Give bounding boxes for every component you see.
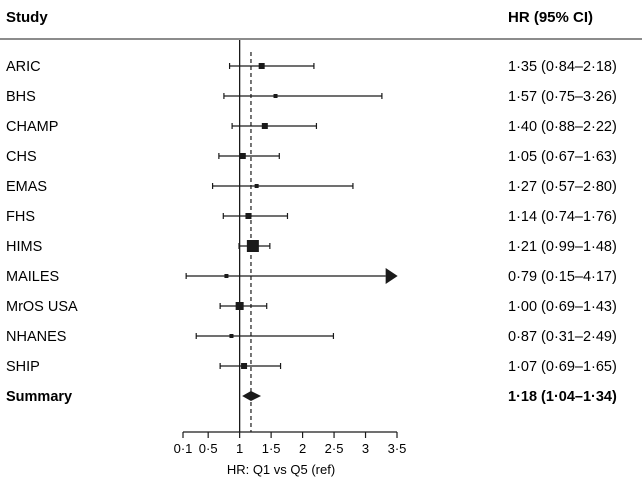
study-name: HIMS <box>6 239 42 255</box>
study-hr-value: 1·14 (0·74–1·76) <box>508 209 617 225</box>
summary-hr-value: 1·18 (1·04–1·34) <box>508 389 617 405</box>
study-name: MAILES <box>6 269 59 285</box>
study-name: BHS <box>6 89 36 105</box>
study-column-header: Study <box>6 9 48 26</box>
point-estimate-square <box>241 363 248 369</box>
point-estimate-square <box>258 63 265 69</box>
study-hr-value: 1·35 (0·84–2·18) <box>508 59 617 75</box>
study-hr-value: 1·00 (0·69–1·43) <box>508 299 617 315</box>
point-estimate-square <box>245 213 252 219</box>
study-hr-value: 1·07 (0·69–1·65) <box>508 359 617 375</box>
study-name: CHS <box>6 149 37 165</box>
point-estimate-square <box>229 334 234 338</box>
summary-name: Summary <box>6 389 72 405</box>
study-rows: ARIC 1·35 (0·84–2·18) BHS 1·57 (0·75–3·26) C… <box>6 59 617 405</box>
study-hr-value: 1·57 (0·75–3·26) <box>508 89 617 105</box>
study-name: CHAMP <box>6 119 58 135</box>
study-name: MrOS USA <box>6 299 78 315</box>
study-name: SHIP <box>6 359 40 375</box>
point-estimate-square <box>261 123 268 129</box>
plot-marks <box>185 40 398 432</box>
x-tick-label: 1·5 <box>262 441 281 456</box>
x-tick-label: 1 <box>236 441 243 456</box>
x-axis-title: HR: Q1 vs Q5 (ref) <box>227 462 335 477</box>
point-estimate-square <box>254 184 259 188</box>
x-tick-label: 0·5 <box>199 441 218 456</box>
study-name: EMAS <box>6 179 47 195</box>
x-tick-label: 2·5 <box>325 441 344 456</box>
study-hr-value: 1·21 (0·99–1·48) <box>508 239 617 255</box>
point-estimate-square <box>239 153 246 159</box>
point-estimate-square <box>224 274 229 278</box>
study-hr-value: 1·05 (0·67–1·63) <box>508 149 617 165</box>
study-hr-value: 0·79 (0·15–4·17) <box>508 269 617 285</box>
point-estimate-square <box>273 94 278 98</box>
x-tick-label: 2 <box>299 441 306 456</box>
ci-overflow-arrow <box>385 268 398 284</box>
study-name: FHS <box>6 209 35 225</box>
study-name: NHANES <box>6 329 66 345</box>
x-tick-label: 0·1 <box>174 441 193 456</box>
point-estimate-square <box>246 240 259 252</box>
hr-column-header: HR (95% CI) <box>508 9 593 26</box>
point-estimate-square <box>235 302 244 310</box>
x-tick-label: 3·5 <box>388 441 407 456</box>
study-hr-value: 0·87 (0·31–2·49) <box>508 329 617 345</box>
study-hr-value: 1·27 (0·57–2·80) <box>508 179 617 195</box>
study-hr-value: 1·40 (0·88–2·22) <box>508 119 617 135</box>
summary-diamond <box>242 391 262 401</box>
x-tick-label: 3 <box>362 441 369 456</box>
study-name: ARIC <box>6 59 41 75</box>
x-axis: 0·1 0·5 1 1·5 2 2·5 3 3·5 <box>174 431 407 456</box>
